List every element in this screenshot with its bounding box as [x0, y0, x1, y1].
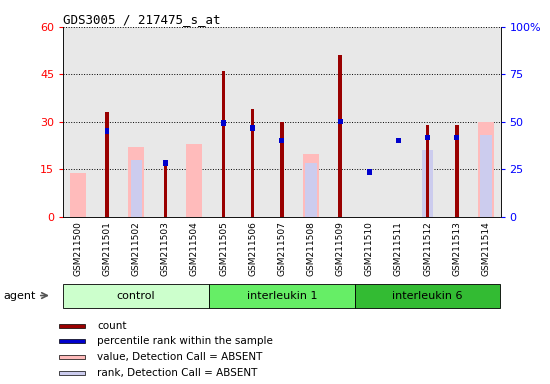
Text: GSM211511: GSM211511 [394, 221, 403, 276]
FancyBboxPatch shape [63, 284, 209, 308]
Bar [58, 371, 85, 374]
Bar [367, 169, 372, 175]
Bar [303, 154, 319, 217]
Bar [222, 71, 225, 217]
Text: value, Detection Call = ABSENT: value, Detection Call = ABSENT [97, 352, 262, 362]
Bar [58, 324, 85, 328]
Bar [104, 128, 109, 134]
Text: GSM211505: GSM211505 [219, 221, 228, 276]
Text: GSM211504: GSM211504 [190, 221, 199, 276]
Bar [105, 113, 109, 217]
Bar [426, 125, 430, 217]
Text: GSM211510: GSM211510 [365, 221, 374, 276]
Text: interleukin 1: interleukin 1 [246, 291, 317, 301]
Bar [422, 151, 433, 217]
Bar [163, 160, 168, 166]
Bar [70, 173, 86, 217]
Bar [425, 135, 430, 140]
Bar [455, 125, 459, 217]
Bar [480, 135, 492, 217]
Text: GDS3005 / 217475_s_at: GDS3005 / 217475_s_at [63, 13, 221, 26]
Text: GSM211506: GSM211506 [248, 221, 257, 276]
Text: GSM211508: GSM211508 [306, 221, 316, 276]
FancyBboxPatch shape [355, 284, 500, 308]
Bar [128, 147, 144, 217]
Bar [396, 138, 401, 144]
Bar [478, 122, 494, 217]
Text: percentile rank within the sample: percentile rank within the sample [97, 336, 273, 346]
Text: GSM211513: GSM211513 [452, 221, 461, 276]
Text: control: control [117, 291, 156, 301]
Text: interleukin 6: interleukin 6 [392, 291, 463, 301]
Bar [251, 109, 255, 217]
Bar [250, 125, 255, 131]
Text: GSM211507: GSM211507 [277, 221, 287, 276]
Text: GSM211502: GSM211502 [131, 221, 141, 276]
Text: GSM211501: GSM211501 [102, 221, 112, 276]
Bar [279, 138, 284, 144]
FancyBboxPatch shape [209, 284, 355, 308]
Text: agent: agent [3, 291, 36, 301]
Text: rank, Detection Call = ABSENT: rank, Detection Call = ABSENT [97, 367, 257, 377]
Text: GSM211512: GSM211512 [423, 221, 432, 276]
Bar [221, 120, 226, 126]
Bar [305, 163, 317, 217]
Bar [186, 144, 202, 217]
Text: count: count [97, 321, 126, 331]
Bar [58, 355, 85, 359]
Text: GSM211500: GSM211500 [73, 221, 82, 276]
Bar [280, 122, 284, 217]
Bar [338, 55, 342, 217]
Bar [58, 339, 85, 343]
Bar [454, 135, 459, 140]
Text: GSM211509: GSM211509 [336, 221, 345, 276]
Bar [163, 160, 167, 217]
Text: GSM211503: GSM211503 [161, 221, 170, 276]
Bar [338, 119, 343, 124]
Text: GSM211514: GSM211514 [481, 221, 491, 276]
Bar [130, 160, 142, 217]
